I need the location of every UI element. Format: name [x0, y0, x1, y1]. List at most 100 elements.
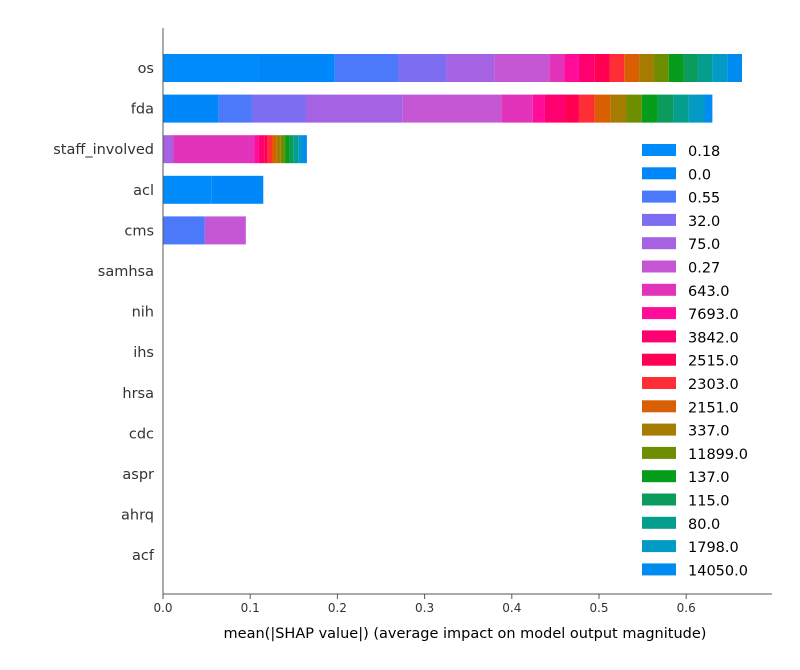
bar-segment-fda-10 [578, 94, 595, 123]
bar-segment-fda-9 [564, 94, 579, 123]
bar-segment-os-3 [398, 54, 447, 82]
legend-swatch-7 [642, 307, 676, 320]
bar-segment-fda-6 [501, 94, 533, 123]
category-label-hrsa: hrsa [122, 386, 154, 402]
legend-swatch-10 [642, 377, 676, 389]
bar-segment-fda-5 [402, 94, 502, 123]
bar-segments [163, 54, 742, 245]
bar-segment-os-8 [578, 54, 595, 82]
bar-segment-acl-0 [163, 175, 212, 204]
bar-segment-staff_involved-9 [264, 135, 268, 164]
bar-segment-os-1 [258, 54, 335, 82]
bar-segment-os-7 [564, 54, 579, 82]
legend-label-2: 0.55 [688, 191, 720, 207]
legend-swatch-5 [642, 260, 676, 273]
x-axis: 0.0 0.1 0.2 0.3 0.4 0.5 0.6 [153, 593, 772, 615]
category-label-acf: acf [132, 548, 155, 564]
bar-segment-cms-2 [163, 216, 205, 245]
bar-segment-fda-7 [532, 94, 545, 123]
legend-swatch-18 [642, 563, 676, 576]
category-label-aspr: aspr [122, 467, 154, 483]
bar-segment-os-13 [653, 54, 669, 82]
legend-label-11: 2151.0 [688, 400, 739, 416]
legend-label-4: 75.0 [688, 237, 720, 253]
legend-swatch-3 [642, 213, 676, 226]
legend-swatch-0 [642, 144, 676, 156]
legend-label-12: 337.0 [688, 424, 730, 440]
legend-swatch-2 [642, 190, 676, 203]
legend-label-17: 1798.0 [688, 540, 739, 556]
bar-segment-fda-15 [657, 94, 674, 123]
legend-label-18: 14050.0 [688, 563, 748, 579]
bar-segment-os-14 [668, 54, 684, 82]
bar-segment-os-2 [334, 54, 399, 82]
bar-segment-os-15 [683, 54, 698, 82]
bar-segment-staff_involved-18 [302, 135, 307, 164]
legend-swatch-8 [642, 330, 676, 343]
legend-label-13: 11899.0 [688, 447, 748, 463]
bar-segment-os-0 [163, 54, 259, 82]
bar-segment-os-4 [446, 54, 495, 82]
legend-label-7: 7693.0 [688, 307, 739, 323]
bar-segment-os-16 [697, 54, 713, 82]
category-label-acl: acl [133, 183, 154, 199]
bar-segment-cms-5 [204, 216, 246, 245]
category-label-ihs: ihs [133, 345, 154, 361]
category-label-cdc: cdc [129, 426, 154, 442]
x-tick-label-0.1: 0.1 [241, 601, 260, 615]
legend-swatch-17 [642, 540, 676, 553]
x-tick-label-0.6: 0.6 [677, 601, 696, 615]
bar-segment-fda-2 [218, 94, 252, 123]
bar-segment-fda-12 [610, 94, 627, 123]
legend-label-10: 2303.0 [688, 377, 739, 393]
legend-label-0: 0.18 [688, 144, 720, 160]
bar-segment-staff_involved-15 [289, 135, 294, 164]
bar-segment-os-17 [712, 54, 728, 82]
legend: 0.18 0.0 0.55 32.0 75.0 0.27 643.0 7693.0 3842.0… [642, 144, 748, 579]
bar-segment-staff_involved-4 [163, 135, 174, 164]
category-label-samhsa: samhsa [98, 264, 154, 280]
legend-label-6: 643.0 [688, 284, 730, 300]
x-tick-label-0.2: 0.2 [328, 601, 347, 615]
legend-swatch-11 [642, 400, 676, 413]
category-label-ahrq: ahrq [121, 508, 154, 524]
x-tick-label-0.3: 0.3 [415, 601, 434, 615]
bar-segment-os-18 [727, 54, 742, 82]
bar-segment-fda-3 [251, 94, 306, 123]
bar-segment-os-11 [624, 54, 640, 82]
bar-segment-staff_involved-16 [293, 135, 299, 164]
bar-segment-staff_involved-12 [276, 135, 281, 164]
legend-label-8: 3842.0 [688, 330, 739, 346]
legend-swatch-14 [642, 470, 676, 483]
bar-segment-fda-8 [544, 94, 565, 123]
bar-segment-fda-17 [688, 94, 705, 123]
legend-swatch-4 [642, 237, 676, 250]
category-label-staff_involved: staff_involved [53, 142, 154, 158]
bar-segment-os-5 [494, 54, 550, 82]
x-axis-title: mean(|SHAP value|) (average impact on mo… [224, 626, 707, 642]
legend-swatch-15 [642, 493, 676, 506]
legend-label-9: 2515.0 [688, 354, 739, 370]
legend-swatch-13 [642, 446, 676, 459]
legend-swatch-12 [642, 423, 676, 436]
bar-segment-staff_involved-8 [258, 135, 265, 164]
bar-segment-fda-11 [594, 94, 611, 123]
category-label-nih: nih [132, 305, 154, 321]
x-tick-label-0.4: 0.4 [502, 601, 521, 615]
bar-segment-staff_involved-7 [254, 135, 259, 164]
legend-swatch-1 [642, 167, 676, 180]
bar-segment-staff_involved-14 [285, 135, 290, 164]
bar-segment-staff_involved-13 [280, 135, 286, 164]
legend-label-3: 32.0 [688, 214, 720, 230]
bar-segment-fda-13 [626, 94, 642, 123]
bar-segment-staff_involved-17 [298, 135, 303, 164]
legend-swatch-9 [642, 353, 676, 366]
bar-segment-staff_involved-10 [267, 135, 272, 164]
bar-segment-fda-1 [163, 94, 219, 123]
bar-segment-os-6 [549, 54, 565, 82]
bar-segment-staff_involved-11 [272, 135, 277, 164]
bar-segment-fda-18 [704, 94, 713, 123]
legend-label-14: 137.0 [688, 470, 730, 486]
